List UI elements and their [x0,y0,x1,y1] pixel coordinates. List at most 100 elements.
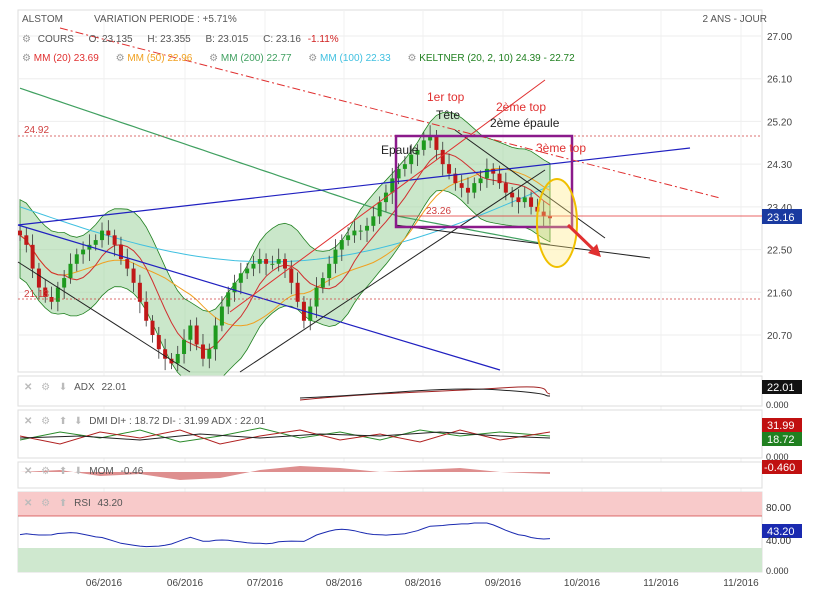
mom-value: -0.46 [120,466,144,477]
keltner-indicator[interactable]: ⚙ KELTNER (20, 2, 10) 24.39 - 22.72 [407,53,574,64]
candle-body [276,259,281,264]
candle [112,229,117,257]
gear-icon[interactable]: ⚙ [22,53,31,64]
candle [207,343,212,369]
ma20-value: 23.69 [73,53,99,64]
candle [358,224,363,241]
candle [516,189,521,214]
settings-icon[interactable]: ⚙ [22,34,31,45]
candle [55,281,60,312]
candle [472,177,477,199]
candle [163,338,168,371]
candle [100,222,105,248]
close-icon[interactable]: ✕ [24,498,33,509]
adx-value: 22.01 [101,382,127,393]
ma20-indicator[interactable]: ⚙ MM (20) 23.69 [22,53,102,64]
candle [346,227,351,246]
ma50-value: 22.96 [167,53,193,64]
candle-body [371,216,376,226]
indicator-row: ⚙ MM (20) 23.69 ⚙ MM (50) 22.96 ⚙ MM (20… [22,53,575,66]
symbol-label: ALSTOM [22,14,63,25]
candle-body [327,263,332,279]
dmi-minus-value: 31.99 [767,420,795,432]
candle-body [295,282,300,302]
close-icon[interactable]: ✕ [24,416,33,427]
candle-body [308,306,313,321]
move-down-icon[interactable]: ⬇ [74,466,83,477]
down-arrow [566,223,598,254]
candle-body [156,335,161,350]
move-down-icon[interactable]: ⬇ [58,382,68,393]
candle-body [421,140,426,150]
candle-body [200,344,205,359]
trendline-black-1 [17,261,191,373]
gear-icon[interactable]: ⚙ [407,53,417,64]
candle [465,177,470,205]
candle [264,253,269,276]
candle-body [163,349,168,359]
rsi-line [19,522,551,548]
rsi-tick-40: 40.00 [766,536,791,547]
move-up-icon[interactable]: ⬆ [58,498,68,509]
candle-body [106,230,111,236]
gear-icon[interactable]: ⚙ [41,466,51,477]
candle-body [396,168,401,179]
adx-badge-value: 22.01 [767,382,795,394]
move-down-icon[interactable]: ⬇ [74,416,83,427]
period-label[interactable]: 2 ANS - JOUR [702,14,767,25]
annotation-epaule: Epaule [381,143,419,157]
trendline-red [229,79,546,313]
adx-zero: 0.000 [766,400,789,410]
candle [18,224,22,242]
candle-body [18,230,22,236]
candle [371,205,376,232]
y-tick-label: 23.40 [767,203,792,214]
candle-body [219,306,224,326]
annotation-top1: 1er top [427,90,465,104]
candle-body [440,149,445,165]
candle [156,326,161,359]
move-up-icon[interactable]: ⬆ [58,416,68,427]
close-icon[interactable]: ✕ [24,382,33,393]
ma50-indicator[interactable]: ⚙ MM (50) 22.96 [116,53,196,64]
x-tick-label: 08/2016 [326,578,363,589]
candle-body [434,135,439,150]
candle [125,248,130,277]
candle-body [93,240,98,245]
gear-icon[interactable]: ⚙ [41,416,51,427]
candle [106,220,111,245]
trendline-blue-up [17,147,691,226]
candle-body [24,235,29,245]
candle [283,253,287,279]
candle-body [365,225,370,231]
gear-icon[interactable]: ⚙ [41,498,51,509]
consolidation-box [394,134,574,229]
candle [276,248,281,272]
gear-icon[interactable]: ⚙ [115,53,125,64]
candle-body [49,297,54,302]
close-icon[interactable]: ✕ [24,466,33,477]
candle-body [62,278,67,288]
keltner-value: 24.39 - 22.72 [515,53,575,64]
candle-body [541,211,546,217]
gear-icon[interactable]: ⚙ [41,382,51,393]
x-tick-label: 11/2016 [643,578,679,589]
gear-icon[interactable]: ⚙ [209,53,219,64]
quote-low: B: 23.015 [205,34,249,45]
candle [365,217,370,242]
level-high-label: 24.92 [24,125,49,136]
ma100-indicator[interactable]: ⚙ MM (100) 22.33 [308,53,393,64]
trendline-black-3 [454,129,606,239]
y-tick-label: 26.10 [767,75,792,86]
candle-body [377,202,382,217]
gear-icon[interactable]: ⚙ [308,53,318,64]
dmi-plus-value: 18.72 [767,434,795,446]
ma200-indicator[interactable]: ⚙ MM (200) 22.77 [209,53,294,64]
candle-body [169,358,174,364]
adx-title: ADX [74,382,95,393]
adx-badge [762,380,802,394]
candle [396,163,401,185]
candle [24,227,29,253]
candle [182,329,187,364]
move-up-icon[interactable]: ⬆ [58,466,68,477]
